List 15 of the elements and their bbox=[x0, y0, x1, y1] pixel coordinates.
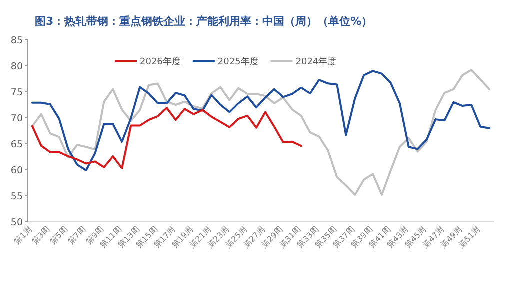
y-tick-label: 60 bbox=[10, 166, 23, 176]
y-tick-label: 70 bbox=[10, 114, 23, 124]
y-tick-label: 50 bbox=[10, 218, 23, 228]
y-tick-label: 65 bbox=[10, 140, 23, 150]
legend-label: 2025年度 bbox=[218, 56, 259, 68]
line-series bbox=[31, 70, 491, 172]
chart-title: 图3：热轧带钢：重点钢铁企业：产能利用率：中国（周）（单位%） bbox=[35, 15, 373, 28]
line-series bbox=[31, 69, 491, 196]
y-tick-label: 85 bbox=[10, 36, 23, 46]
y-tick-label: 55 bbox=[10, 192, 23, 202]
line-series bbox=[31, 107, 302, 170]
y-tick-label: 75 bbox=[10, 88, 23, 98]
legend-label: 2026年度 bbox=[140, 56, 181, 68]
y-tick-label: 80 bbox=[10, 62, 23, 72]
legend-label: 2024年度 bbox=[296, 56, 337, 68]
